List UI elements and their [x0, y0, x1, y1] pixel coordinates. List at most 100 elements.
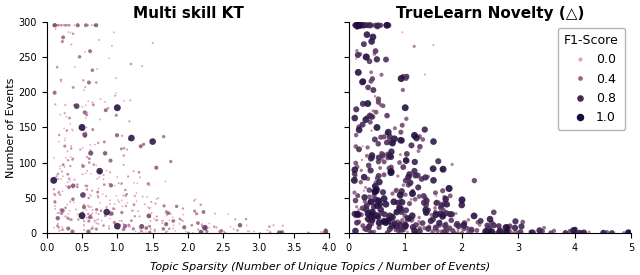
Point	[361, 55, 371, 59]
Point	[598, 231, 609, 235]
Point	[111, 113, 122, 117]
Point	[401, 223, 411, 227]
Point	[378, 190, 388, 194]
Point	[362, 145, 372, 150]
Point	[539, 226, 549, 230]
Point	[230, 217, 241, 221]
Point	[72, 185, 83, 189]
Point	[421, 211, 431, 216]
Point	[397, 218, 408, 222]
Point	[510, 230, 520, 235]
Point	[369, 109, 380, 114]
Point	[60, 138, 70, 143]
Point	[57, 227, 67, 232]
Point	[362, 153, 372, 158]
Point	[428, 230, 438, 235]
Point	[165, 211, 175, 215]
Point	[105, 198, 115, 202]
Point	[358, 79, 369, 84]
Point	[379, 197, 389, 201]
Point	[360, 23, 371, 28]
Point	[82, 169, 92, 173]
Point	[145, 183, 155, 188]
Point	[366, 156, 376, 161]
Point	[358, 227, 369, 232]
Point	[368, 23, 378, 28]
Point	[235, 223, 245, 227]
Point	[388, 200, 399, 204]
Point	[355, 23, 365, 28]
Point	[435, 206, 445, 210]
Point	[321, 230, 331, 235]
Point	[396, 130, 406, 134]
Point	[428, 178, 438, 183]
Point	[91, 211, 101, 215]
Point	[353, 23, 363, 28]
Point	[92, 221, 102, 226]
Point	[376, 151, 387, 156]
Point	[175, 217, 185, 221]
Point	[249, 229, 259, 234]
Point	[451, 211, 461, 216]
Point	[84, 156, 95, 161]
Point	[365, 120, 376, 124]
Point	[387, 191, 397, 196]
Point	[109, 207, 120, 211]
Point	[273, 229, 284, 233]
Point	[72, 212, 83, 216]
Point	[349, 116, 360, 120]
Point	[459, 227, 469, 231]
Point	[79, 223, 89, 227]
Point	[60, 214, 70, 219]
Point	[362, 207, 372, 212]
Point	[109, 222, 120, 226]
Point	[397, 30, 408, 34]
Point	[63, 180, 73, 184]
Point	[419, 194, 429, 198]
Point	[445, 212, 455, 216]
Point	[111, 76, 121, 80]
Point	[50, 23, 60, 28]
Point	[86, 213, 97, 217]
Point	[404, 172, 415, 177]
Point	[142, 195, 152, 199]
Point	[437, 167, 447, 172]
Point	[373, 23, 383, 28]
Point	[163, 229, 173, 233]
Point	[241, 217, 251, 221]
Point	[356, 180, 366, 185]
Point	[278, 224, 288, 228]
Point	[447, 162, 457, 167]
Point	[91, 163, 101, 168]
Point	[495, 229, 505, 233]
Point	[382, 113, 392, 118]
Point	[72, 182, 83, 187]
Point	[354, 220, 364, 224]
Point	[402, 224, 412, 228]
Point	[374, 180, 385, 184]
Point	[418, 137, 428, 142]
Point	[53, 177, 63, 181]
Point	[65, 178, 75, 183]
Point	[321, 227, 331, 231]
Point	[121, 194, 131, 198]
Point	[435, 224, 445, 228]
Point	[408, 189, 418, 193]
Point	[473, 220, 483, 225]
Point	[486, 230, 497, 234]
Point	[408, 217, 418, 222]
Point	[124, 223, 134, 227]
Point	[377, 208, 387, 213]
Point	[491, 224, 501, 228]
Point	[56, 23, 67, 28]
Point	[410, 197, 420, 202]
Point	[368, 35, 378, 39]
Point	[68, 128, 78, 133]
Point	[210, 211, 220, 216]
Point	[385, 216, 396, 220]
Point	[623, 230, 634, 235]
Point	[112, 175, 122, 179]
Point	[372, 204, 382, 208]
Point	[398, 165, 408, 169]
Point	[415, 229, 425, 233]
